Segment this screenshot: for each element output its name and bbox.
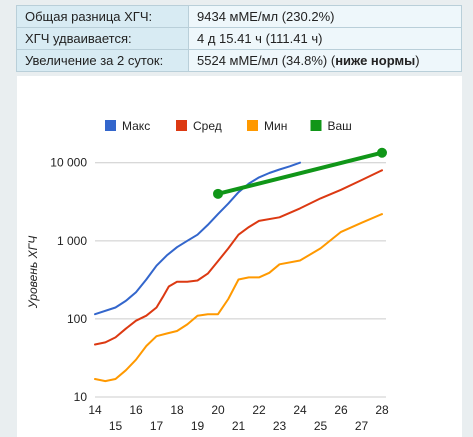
summary-value: 4 д 15.41 ч (111.41 ч) — [188, 27, 462, 50]
summary-label: Увеличение за 2 суток: — [16, 49, 189, 72]
summary-row-doubling-time: ХГЧ удваивается: 4 д 15.41 ч (111.41 ч) — [16, 27, 462, 50]
summary-value: 9434 мМЕ/мл (230.2%) — [188, 5, 462, 28]
x-tick-label: 28 — [375, 403, 389, 417]
legend-swatch — [310, 120, 322, 131]
summary-row-total-difference: Общая разница ХГЧ: 9434 мМЕ/мл (230.2%) — [16, 5, 462, 28]
legend-swatch — [176, 120, 187, 131]
x-tick-label: 24 — [293, 403, 307, 417]
x-tick-label: 25 — [314, 419, 328, 433]
legend-swatch — [105, 120, 116, 131]
x-tick-label: 16 — [129, 403, 143, 417]
y-axis-title: Уровень ХГЧ — [26, 235, 40, 309]
x-tick-label: 26 — [334, 403, 348, 417]
x-tick-label: 22 — [252, 403, 266, 417]
y-tick-label: 10 000 — [50, 156, 87, 170]
chart-series — [94, 147, 387, 383]
legend-label: Макс — [122, 119, 150, 133]
data-point — [213, 188, 223, 199]
x-axis-tick-labels: 14 15 16 17 18 19 20 21 22 23 24 25 26 27 28 — [88, 403, 389, 433]
summary-value-cell: 5524 мМЕ/мл (34.8%) (ниже нормы) — [188, 49, 462, 72]
y-tick-label: 1 000 — [57, 234, 87, 248]
x-tick-label: 14 — [88, 403, 102, 417]
x-tick-label: 19 — [191, 419, 205, 433]
chart-legend: Макс Сред Мин Ваш — [105, 119, 352, 133]
series-line-макс — [94, 161, 301, 316]
y-axis-tick-labels: 10 100 1 000 10 000 — [50, 156, 87, 404]
legend-label: Мин — [264, 119, 287, 133]
x-tick-label: 18 — [170, 403, 184, 417]
below-normal-note: ниже нормы — [335, 53, 416, 68]
hcg-line-chart: 10 100 1 000 10 000 14 15 16 17 18 19 20 21 22 23 24 2… — [26, 119, 389, 433]
x-tick-label: 21 — [232, 419, 246, 433]
x-tick-label: 23 — [273, 419, 287, 433]
summary-value: 5524 мМЕ/мл (34.8%) ( — [197, 53, 336, 68]
series-line-ваш — [216, 150, 384, 196]
legend-swatch — [247, 120, 258, 131]
summary-row-two-day-increase: Увеличение за 2 суток: 5524 мМЕ/мл (34.8… — [16, 49, 462, 72]
series-line-сред — [94, 169, 383, 346]
summary-label: Общая разница ХГЧ: — [16, 5, 189, 28]
y-tick-label: 10 — [74, 390, 88, 404]
legend-label: Сред — [193, 119, 222, 133]
x-tick-label: 17 — [150, 419, 164, 433]
x-tick-label: 15 — [109, 419, 123, 433]
x-tick-label: 20 — [211, 403, 225, 417]
summary-label: ХГЧ удваивается: — [16, 27, 189, 50]
series-line-мин — [94, 213, 383, 383]
x-tick-label: 27 — [355, 419, 369, 433]
legend-label: Ваш — [328, 119, 352, 133]
y-tick-label: 100 — [67, 312, 87, 326]
summary-table: Общая разница ХГЧ: 9434 мМЕ/мл (230.2%) … — [16, 5, 462, 72]
chart-panel: 10 100 1 000 10 000 14 15 16 17 18 19 20 21 22 23 24 2… — [17, 76, 462, 437]
data-point — [377, 147, 387, 158]
summary-value-tail: ) — [415, 53, 420, 68]
